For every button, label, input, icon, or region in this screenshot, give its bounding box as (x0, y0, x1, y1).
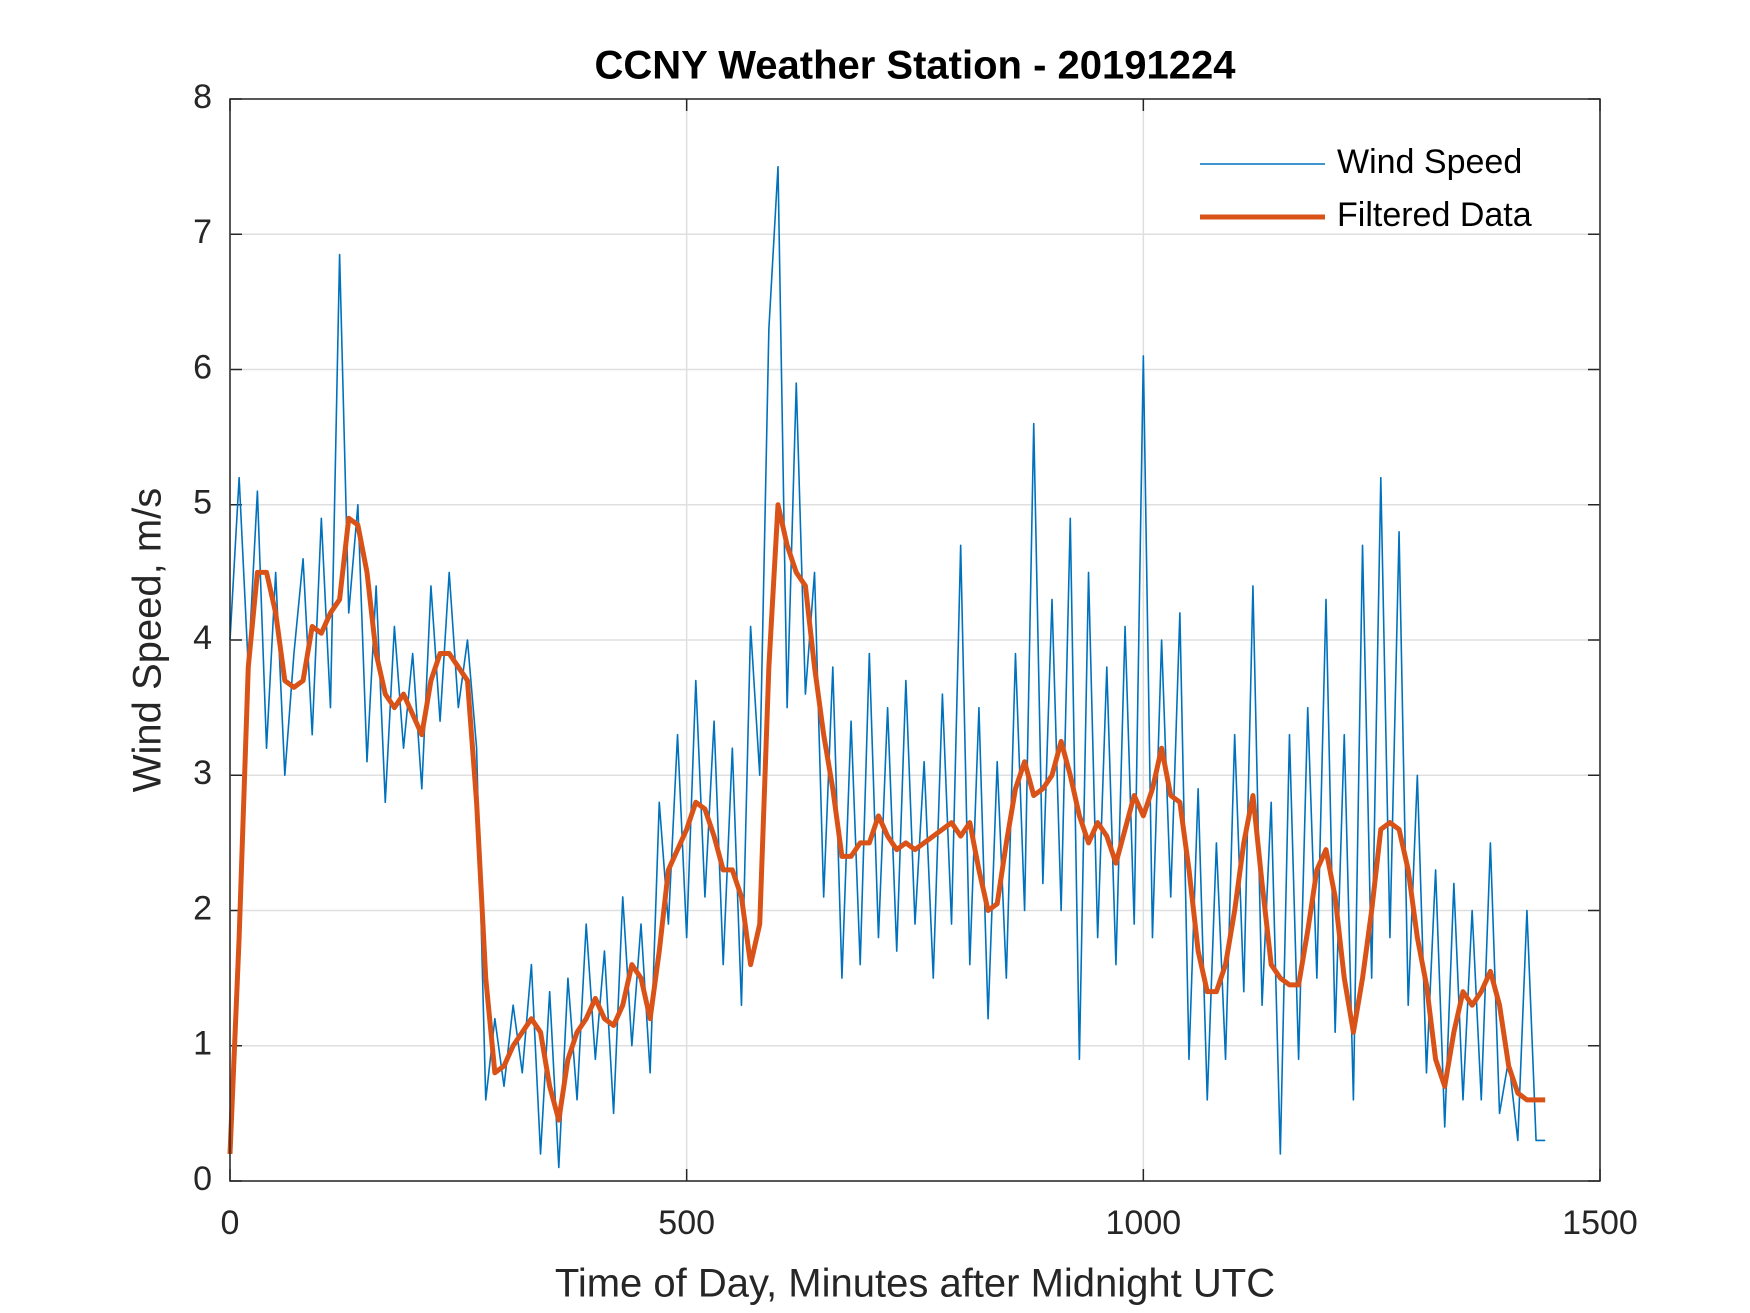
y-tick-label: 5 (193, 484, 212, 522)
x-tick-label: 0 (221, 1204, 240, 1242)
y-tick-label: 8 (193, 78, 212, 116)
y-tick-label: 6 (193, 348, 212, 386)
legend-label: Wind Speed (1337, 143, 1522, 181)
y-axis-label: Wind Speed, m/s (126, 488, 170, 793)
x-tick-label: 1500 (1562, 1204, 1638, 1242)
y-tick-label: 4 (193, 619, 212, 657)
x-axis-label: Time of Day, Minutes after Midnight UTC (555, 1262, 1275, 1306)
y-tick-label: 0 (193, 1160, 212, 1198)
x-tick-label: 500 (658, 1204, 715, 1242)
data-line (229, 165, 1546, 1169)
y-tick-label: 3 (193, 754, 212, 792)
y-tick-label: 7 (193, 213, 212, 251)
legend-label: Filtered Data (1337, 196, 1532, 234)
y-tick-label: 2 (193, 889, 212, 927)
x-tick-label: 1000 (1106, 1204, 1182, 1242)
data-line (227, 502, 1546, 1155)
axes-box (229, 98, 1601, 1182)
chart-title: CCNY Weather Station - 20191224 (595, 44, 1237, 88)
y-tick-label: 1 (193, 1025, 212, 1063)
